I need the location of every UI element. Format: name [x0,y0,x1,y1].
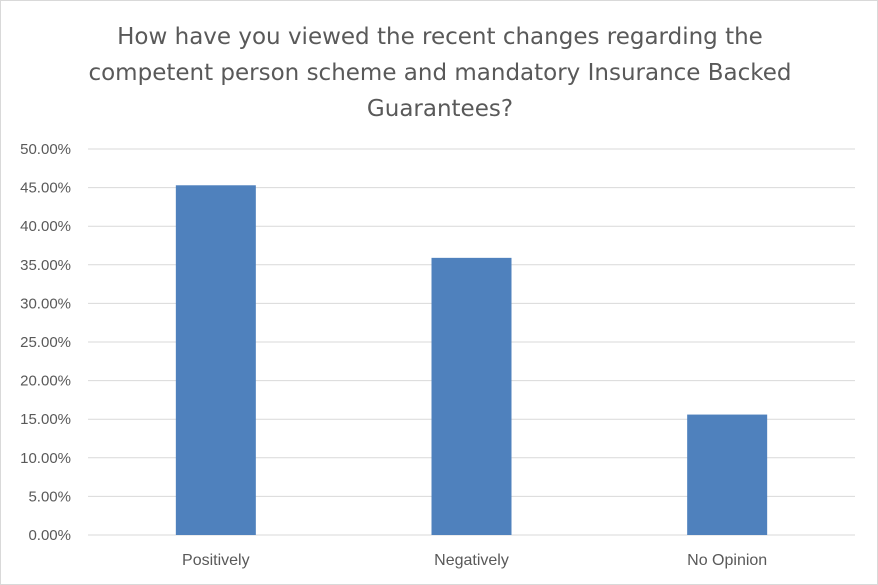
bar-no-opinion [687,414,768,535]
y-tick-label: 5.00% [28,488,71,505]
y-tick-label: 25.00% [20,334,71,351]
bar-negatively [431,257,512,535]
x-category-label: No Opinion [687,552,767,569]
x-category-label: Negatively [434,552,509,569]
chart-title: How have you viewed the recent changes r… [88,24,792,122]
y-tick-label: 40.00% [20,218,71,235]
y-tick-label: 50.00% [20,141,71,158]
x-category-label: Positively [182,552,250,569]
y-tick-label: 35.00% [20,257,71,274]
y-tick-label: 15.00% [20,411,71,428]
y-tick-label: 20.00% [20,373,71,390]
y-tick-label: 45.00% [20,180,71,197]
y-tick-label: 0.00% [28,527,71,544]
x-axis-categories: Positively Negatively No Opinion [182,552,767,569]
y-tick-label: 10.00% [20,450,71,467]
y-axis-ticks: 0.00% 5.00% 10.00% 15.00% 20.00% 25.00% 30.00%… [20,141,71,544]
y-tick-label: 30.00% [20,295,71,312]
bar-positively [175,185,256,535]
bars [175,185,768,535]
